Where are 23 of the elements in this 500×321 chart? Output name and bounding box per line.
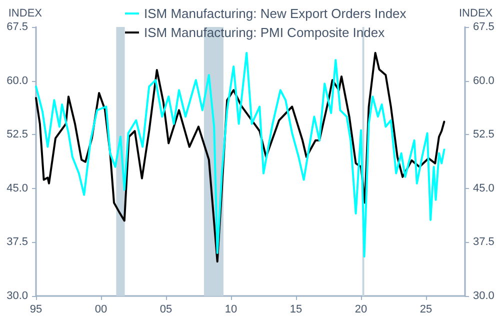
y2-tick-label: 45.0 bbox=[473, 182, 494, 194]
x-tick-label: 20 bbox=[354, 304, 368, 316]
y-tick-label: 60.0 bbox=[6, 74, 28, 87]
y-axis-title: INDEX bbox=[8, 8, 43, 20]
y-tick-label: 52.5 bbox=[6, 128, 28, 141]
y-tick-label: 45.0 bbox=[6, 182, 28, 194]
y-tick-label: 67.5 bbox=[6, 21, 28, 33]
y2-tick-label: 52.5 bbox=[473, 128, 494, 141]
x-tick-label: 95 bbox=[30, 304, 42, 316]
y2-tick-label: 67.5 bbox=[473, 21, 494, 33]
y2-axis-title: INDEX bbox=[459, 8, 494, 20]
y-tick-label: 37.5 bbox=[6, 236, 28, 248]
x-tick-label: 15 bbox=[290, 304, 302, 316]
y2-tick-label: 30.0 bbox=[473, 290, 494, 302]
x-tick-label: 10 bbox=[224, 304, 238, 316]
legend-label: ISM Manufacturing: New Export Orders Index bbox=[144, 6, 407, 21]
x-tick-label: 05 bbox=[160, 304, 172, 316]
y2-tick-label: 60.0 bbox=[473, 74, 494, 87]
y-tick-label: 30.0 bbox=[6, 290, 28, 302]
x-tick-label: 00 bbox=[94, 304, 108, 316]
y2-tick-label: 37.5 bbox=[473, 236, 494, 248]
x-tick-label: 25 bbox=[420, 304, 432, 316]
legend-label: ISM Manufacturing: PMI Composite Index bbox=[144, 25, 386, 40]
